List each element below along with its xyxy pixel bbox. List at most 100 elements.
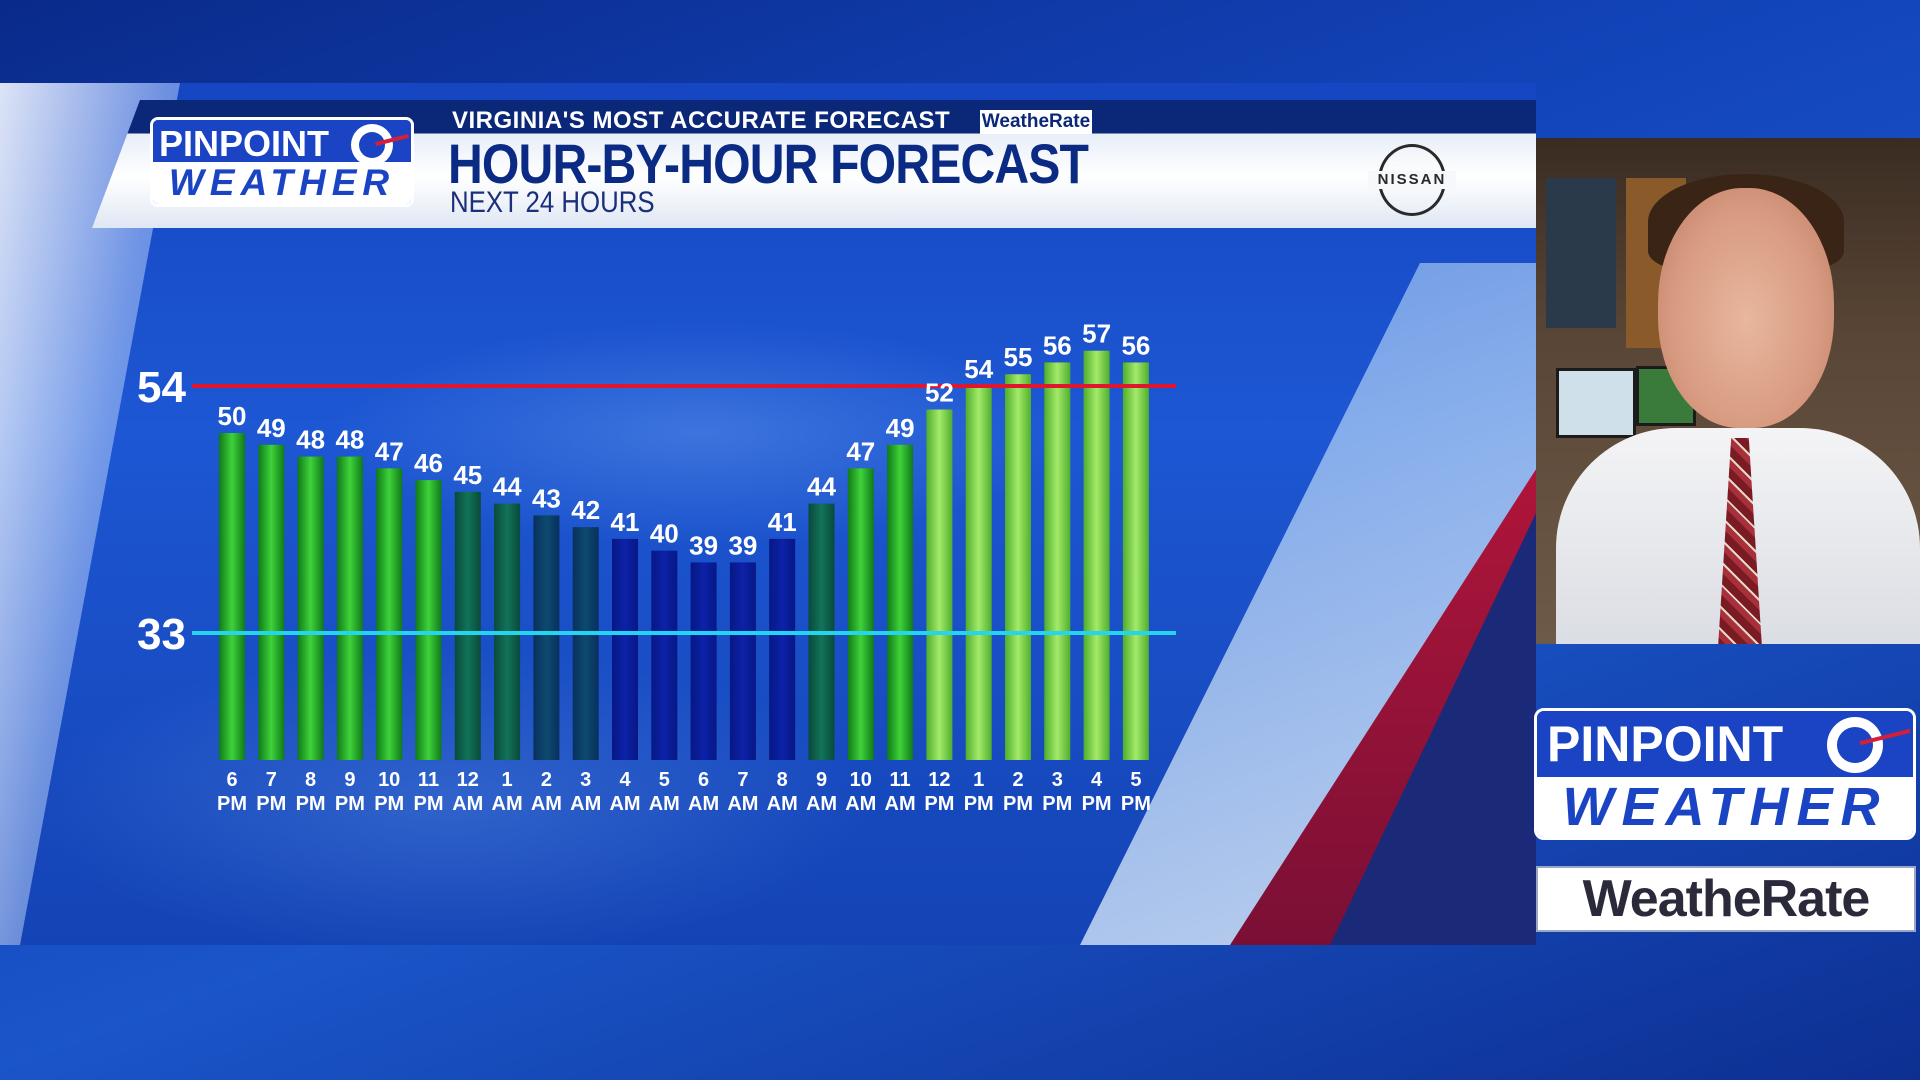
bar-value-label: 42 (571, 495, 600, 525)
x-tick-hour: 7 (737, 769, 748, 791)
x-tick-period: PM (217, 793, 247, 815)
x-tick-period: AM (492, 793, 523, 815)
x-tick-hour: 9 (344, 769, 355, 791)
bar-value-label: 41 (611, 507, 640, 537)
bar-value-label: 40 (650, 519, 679, 549)
x-tick-period: PM (374, 793, 404, 815)
temperature-bar (572, 527, 599, 760)
x-tick-period: AM (609, 793, 640, 815)
bar-value-label: 48 (335, 425, 364, 455)
x-tick-hour: 5 (659, 769, 670, 791)
pinpoint-weather-side-logo: PINPOINT WEATHER (1534, 708, 1916, 840)
temperature-bar (258, 444, 285, 760)
temperature-bar (965, 386, 992, 760)
temperature-bar (1122, 362, 1149, 760)
temperature-bar (219, 433, 245, 760)
x-tick-period: PM (414, 793, 444, 815)
bar-value-label: 54 (964, 354, 993, 384)
x-tick-hour: 4 (1091, 769, 1103, 791)
x-tick-hour: 9 (816, 769, 827, 791)
temperature-bar (376, 468, 403, 760)
x-tick-hour: 2 (541, 769, 552, 791)
bar-value-label: 56 (1043, 330, 1072, 360)
bar-value-label: 49 (257, 413, 286, 443)
bar-value-label: 55 (1004, 342, 1033, 372)
weatherate-badge: WeatheRate (980, 110, 1092, 134)
globe-icon (351, 124, 393, 166)
x-tick-period: AM (570, 793, 601, 815)
x-tick-hour: 6 (698, 769, 709, 791)
x-tick-hour: 10 (378, 769, 400, 791)
x-tick-hour: 5 (1130, 769, 1141, 791)
temperature-bar (926, 409, 953, 760)
bar-value-label: 43 (532, 483, 561, 513)
x-tick-period: PM (256, 793, 286, 815)
bar-value-label: 45 (453, 460, 482, 490)
low-reference-line-label: 33 (137, 610, 186, 659)
temperature-bar (1005, 374, 1031, 760)
temperature-bar (769, 538, 796, 760)
bar-value-label: 50 (218, 401, 247, 431)
x-tick-hour: 3 (1052, 769, 1063, 791)
x-tick-period: AM (885, 793, 916, 815)
x-tick-hour: 2 (1012, 769, 1023, 791)
temperature-bar (336, 456, 363, 760)
temperature-bar (729, 562, 756, 760)
bar-value-label: 49 (886, 413, 915, 443)
bar-value-label: 44 (493, 472, 522, 502)
temperature-bar (1083, 350, 1110, 760)
x-tick-hour: 12 (928, 769, 950, 791)
bar-value-label: 52 (925, 378, 954, 408)
temperature-bar (454, 491, 481, 760)
bar-value-label: 47 (375, 436, 404, 466)
bar-value-label: 47 (846, 436, 875, 466)
x-tick-hour: 10 (850, 769, 872, 791)
logo-bottom-text: WEATHER (1537, 777, 1913, 837)
x-tick-period: PM (335, 793, 365, 815)
x-tick-period: PM (1003, 793, 1033, 815)
x-tick-hour: 4 (619, 769, 631, 791)
temperature-bar (847, 468, 874, 760)
sponsor-logo: NISSAN (1368, 144, 1456, 216)
x-tick-hour: 1 (502, 769, 513, 791)
x-tick-period: PM (1082, 793, 1112, 815)
x-tick-hour: 8 (777, 769, 788, 791)
temperature-bar (533, 515, 560, 760)
logo-bottom-text: WEATHER (153, 162, 411, 204)
x-tick-period: AM (806, 793, 837, 815)
x-tick-period: AM (649, 793, 680, 815)
bar-value-label: 41 (768, 507, 797, 537)
temperature-bar (651, 550, 678, 760)
temperature-bar (297, 456, 324, 760)
x-tick-period: AM (531, 793, 562, 815)
bar-value-label: 48 (296, 425, 325, 455)
x-tick-period: PM (1042, 793, 1072, 815)
x-tick-period: PM (1121, 793, 1151, 815)
x-tick-hour: 3 (580, 769, 591, 791)
studio-monitor (1556, 368, 1636, 438)
bar-value-label: 39 (728, 530, 757, 560)
bar-value-label: 56 (1121, 330, 1150, 360)
studio-screen (1546, 178, 1616, 328)
temperature-bar (690, 562, 717, 760)
presenter-face (1658, 188, 1834, 428)
bar-value-label: 57 (1082, 319, 1111, 349)
bar-value-label: 39 (689, 530, 718, 560)
x-tick-hour: 6 (226, 769, 237, 791)
page-subtitle: NEXT 24 HOURS (450, 186, 655, 219)
high-reference-line-label: 54 (137, 363, 186, 412)
x-tick-period: AM (688, 793, 719, 815)
x-tick-hour: 7 (266, 769, 277, 791)
temperature-bar (415, 480, 442, 760)
x-tick-hour: 11 (890, 769, 911, 791)
pinpoint-weather-logo: PINPOINT WEATHER (150, 117, 414, 207)
x-tick-period: AM (727, 793, 758, 815)
bar-value-label: 46 (414, 448, 443, 478)
x-tick-period: AM (767, 793, 798, 815)
x-tick-hour: 12 (457, 769, 479, 791)
x-tick-hour: 11 (418, 769, 439, 791)
bar-value-label: 44 (807, 472, 836, 502)
presenter-video (1536, 138, 1920, 644)
